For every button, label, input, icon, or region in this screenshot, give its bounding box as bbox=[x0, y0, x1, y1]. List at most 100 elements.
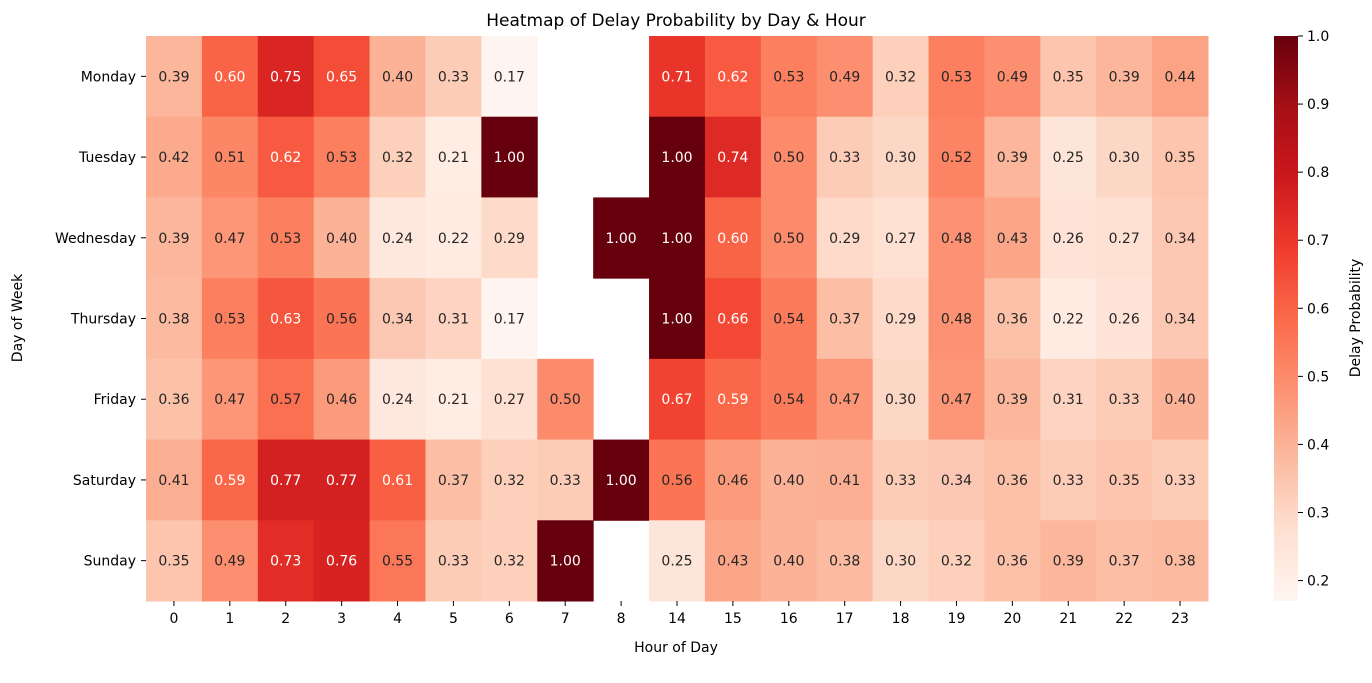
heatmap-cell bbox=[369, 278, 426, 360]
heatmap-cell bbox=[593, 439, 650, 521]
cell-value-label: 0.40 bbox=[773, 473, 804, 489]
heatmap-cell bbox=[201, 197, 259, 279]
cell-value-label: 0.53 bbox=[214, 312, 245, 328]
heatmap-cell bbox=[928, 520, 985, 602]
colorbar-tick-label: 0.4 bbox=[1307, 437, 1329, 453]
cell-value-label: 0.50 bbox=[773, 231, 804, 247]
cell-value-label: 0.55 bbox=[382, 554, 413, 570]
cell-value-label: 0.21 bbox=[438, 150, 469, 166]
cell-value-label: 0.25 bbox=[1053, 150, 1084, 166]
cell-value-label: 0.33 bbox=[550, 473, 581, 489]
cell-value-label: 0.17 bbox=[494, 312, 525, 328]
cell-value-label: 0.41 bbox=[158, 473, 189, 489]
heatmap-cell bbox=[872, 439, 930, 521]
heatmap-cell bbox=[984, 439, 1041, 521]
x-tick-label: 22 bbox=[1115, 611, 1133, 627]
cell-value-label: 0.35 bbox=[1109, 473, 1140, 489]
heatmap-cell bbox=[1040, 520, 1097, 602]
chart-title: Heatmap of Delay Probability by Day & Ho… bbox=[486, 11, 866, 31]
x-tick-label: 23 bbox=[1171, 611, 1189, 627]
cell-value-label: 0.39 bbox=[1109, 69, 1140, 85]
heatmap-cell bbox=[313, 278, 371, 360]
cell-value-label: 0.44 bbox=[1164, 69, 1195, 85]
heatmap-cell bbox=[649, 358, 706, 441]
cell-value-label: 0.53 bbox=[270, 231, 301, 247]
heatmap-cell bbox=[928, 36, 985, 118]
heatmap-cell bbox=[928, 197, 985, 279]
cell-value-label: 1.00 bbox=[606, 473, 637, 489]
cell-value-label: 1.00 bbox=[661, 312, 692, 328]
cell-value-label: 0.32 bbox=[382, 150, 413, 166]
cell-value-label: 0.49 bbox=[214, 554, 245, 570]
colorbar-tick-label: 0.7 bbox=[1307, 233, 1329, 249]
cell-value-label: 0.25 bbox=[661, 554, 692, 570]
cell-value-label: 0.35 bbox=[1164, 150, 1195, 166]
heatmap-cell bbox=[816, 116, 874, 198]
cell-value-label: 0.29 bbox=[885, 312, 916, 328]
cell-value-label: 0.39 bbox=[1053, 554, 1084, 570]
heatmap-cell bbox=[313, 439, 371, 521]
cell-value-label: 0.49 bbox=[829, 69, 860, 85]
heatmap-cell bbox=[425, 36, 482, 118]
heatmap-cell bbox=[984, 520, 1041, 602]
heatmap-cell bbox=[649, 520, 706, 602]
heatmap-cell bbox=[1152, 197, 1209, 279]
heatmap-cell bbox=[649, 278, 706, 360]
heatmap-cell bbox=[1096, 197, 1153, 279]
heatmap-cell bbox=[649, 197, 706, 279]
cell-value-label: 0.76 bbox=[326, 554, 357, 570]
cell-value-label: 0.30 bbox=[885, 392, 916, 408]
cell-value-label: 0.24 bbox=[382, 231, 413, 247]
cell-value-label: 0.53 bbox=[326, 150, 357, 166]
heatmap-cell bbox=[872, 197, 930, 279]
cell-value-label: 0.47 bbox=[829, 392, 860, 408]
colorbar-tick-label: 0.5 bbox=[1307, 369, 1329, 385]
heatmap-cell bbox=[760, 116, 818, 198]
heatmap-cell bbox=[649, 116, 706, 198]
x-tick-label: 15 bbox=[724, 611, 742, 627]
heatmap-cell bbox=[1152, 358, 1209, 441]
heatmap-cell bbox=[146, 197, 203, 279]
cell-value-label: 0.56 bbox=[661, 473, 692, 489]
cell-value-label: 0.30 bbox=[885, 554, 916, 570]
heatmap-cell bbox=[537, 358, 594, 441]
colorbar-tick-label: 0.6 bbox=[1307, 301, 1329, 317]
cell-value-label: 0.35 bbox=[158, 554, 189, 570]
heatmap-cell bbox=[1096, 439, 1153, 521]
cell-value-label: 0.33 bbox=[1109, 392, 1140, 408]
y-tick-label: Wednesday bbox=[55, 231, 136, 247]
colorbar-tick-label: 0.8 bbox=[1307, 165, 1329, 181]
cell-value-label: 0.36 bbox=[158, 392, 189, 408]
heatmap-cell bbox=[649, 36, 706, 118]
heatmap-cell bbox=[1096, 520, 1153, 602]
cell-value-label: 0.24 bbox=[382, 392, 413, 408]
cell-value-label: 0.17 bbox=[494, 69, 525, 85]
cell-value-label: 0.77 bbox=[270, 473, 301, 489]
heatmap-cell bbox=[760, 278, 818, 360]
heatmap-cell bbox=[816, 197, 874, 279]
heatmap-cell bbox=[1096, 278, 1153, 360]
cell-value-label: 0.29 bbox=[829, 231, 860, 247]
heatmap-cell bbox=[481, 358, 538, 441]
heatmap-cell bbox=[760, 439, 818, 521]
heatmap-cell bbox=[257, 520, 315, 602]
heatmap-cell bbox=[257, 36, 315, 118]
cell-value-label: 0.74 bbox=[717, 150, 748, 166]
heatmap-cell bbox=[816, 278, 874, 360]
heatmap-cell bbox=[425, 197, 482, 279]
heatmap-cell bbox=[593, 197, 650, 279]
cell-value-label: 0.30 bbox=[1109, 150, 1140, 166]
cell-value-label: 0.22 bbox=[1053, 312, 1084, 328]
heatmap-cell bbox=[760, 36, 818, 118]
x-tick-label: 20 bbox=[1003, 611, 1021, 627]
cell-value-label: 0.32 bbox=[885, 69, 916, 85]
x-tick-label: 19 bbox=[948, 611, 966, 627]
colorbar bbox=[1274, 36, 1298, 601]
cell-value-label: 0.32 bbox=[941, 554, 972, 570]
cell-value-label: 0.33 bbox=[438, 554, 469, 570]
cell-value-label: 0.62 bbox=[717, 69, 748, 85]
cell-labels: 0.39 0.60 0.75 0.65 0.40 0.33 0.17 0.71 0.62 0.53… bbox=[158, 69, 1195, 569]
heatmap-cell bbox=[313, 116, 371, 198]
heatmap-cell bbox=[481, 278, 538, 360]
cell-value-label: 0.26 bbox=[1053, 231, 1084, 247]
